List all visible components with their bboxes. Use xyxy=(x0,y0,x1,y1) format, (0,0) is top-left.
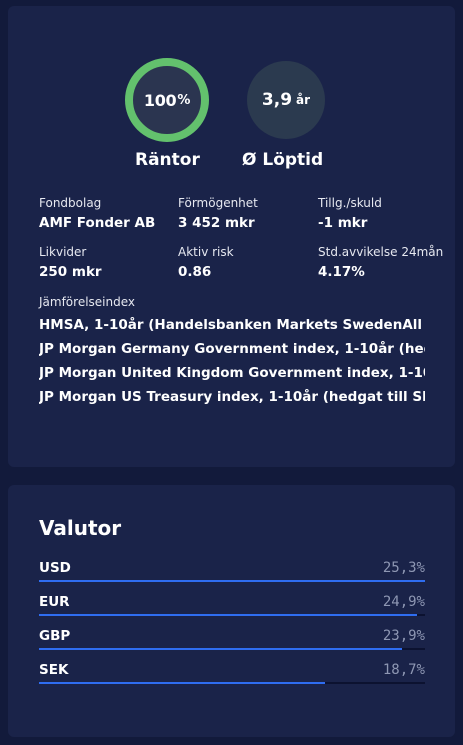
fact-value: 4.17% xyxy=(318,264,365,280)
fact-likvider: Likvider 250 mkr xyxy=(39,245,102,280)
benchmark-index-item: JP Morgan Germany Government index, 1-10… xyxy=(39,341,425,357)
fund-overview-card: 100% Räntor 3,9 år Ø Löptid Fondbolag AMF… xyxy=(8,6,455,467)
allocation-ring: 100% xyxy=(125,58,209,142)
fact-label: Fondbolag xyxy=(39,196,102,210)
fact-formogenhet: Förmögenhet 3 452 mkr xyxy=(178,196,258,231)
duration-unit: år xyxy=(296,93,311,107)
fact-label: Std.avvikelse 24mån xyxy=(318,245,444,259)
currencies-card: Valutor USD 25,3% EUR 24,9% GBP 23,9% SE… xyxy=(8,485,455,737)
fact-label: Aktiv risk xyxy=(178,245,234,259)
currency-row-usd: USD 25,3% xyxy=(39,560,425,594)
fact-aktiv-risk: Aktiv risk 0.86 xyxy=(178,245,234,280)
currency-bar-track xyxy=(39,682,425,684)
fact-fondbolag: Fondbolag AMF Fonder AB xyxy=(39,196,155,231)
currency-bar-fill xyxy=(39,648,402,650)
currency-percentage: 18,7% xyxy=(382,662,425,678)
currency-percentage: 23,9% xyxy=(382,628,425,644)
fact-value: -1 mkr xyxy=(318,215,368,231)
currency-row-sek: SEK 18,7% xyxy=(39,662,425,696)
fact-label: Förmögenhet xyxy=(178,196,258,210)
currency-bar-track xyxy=(39,580,425,582)
currency-percentage: 24,9% xyxy=(382,594,425,610)
allocation-unit: % xyxy=(177,92,191,108)
fact-value: 0.86 xyxy=(178,264,212,280)
metric-rantor-label: Räntor xyxy=(135,150,200,170)
currency-row-eur: EUR 24,9% xyxy=(39,594,425,628)
currency-bar-track xyxy=(39,648,425,650)
fact-label: Tillg./skuld xyxy=(318,196,382,210)
fact-label: Likvider xyxy=(39,245,87,259)
fact-value: 250 mkr xyxy=(39,264,102,280)
duration-circle: 3,9 år xyxy=(247,61,325,139)
currencies-title: Valutor xyxy=(39,516,122,540)
currency-bar-track xyxy=(39,614,425,616)
currency-code: EUR xyxy=(39,594,70,610)
allocation-value: 100 xyxy=(143,90,177,110)
currency-code: GBP xyxy=(39,628,71,644)
benchmark-index-item: JP Morgan US Treasury index, 1-10år (hed… xyxy=(39,389,425,405)
fact-tillg-skuld: Tillg./skuld -1 mkr xyxy=(318,196,382,231)
fact-std-avvikelse: Std.avvikelse 24mån 4.17% xyxy=(318,245,443,280)
currency-bar-fill xyxy=(39,580,425,582)
currency-code: SEK xyxy=(39,662,69,678)
currency-row-gbp: GBP 23,9% xyxy=(39,628,425,662)
currency-bar-fill xyxy=(39,614,418,616)
currency-percentage: 25,3% xyxy=(382,560,425,576)
duration-value: 3,9 xyxy=(261,90,293,110)
benchmark-index-item: JP Morgan United Kingdom Government inde… xyxy=(39,365,425,381)
benchmark-index-section: Jämförelseindex HMSA, 1-10år (Handelsban… xyxy=(39,295,425,409)
fact-value: 3 452 mkr xyxy=(178,215,255,231)
benchmark-index-item: HMSA, 1-10år (Handelsbanken Markets Swed… xyxy=(39,317,425,333)
currency-bar-fill xyxy=(39,682,325,684)
currency-code: USD xyxy=(39,560,71,576)
fact-value: AMF Fonder AB xyxy=(39,215,156,231)
metric-loptid-label: Ø Löptid xyxy=(242,150,324,170)
benchmark-index-title: Jämförelseindex xyxy=(39,295,135,309)
